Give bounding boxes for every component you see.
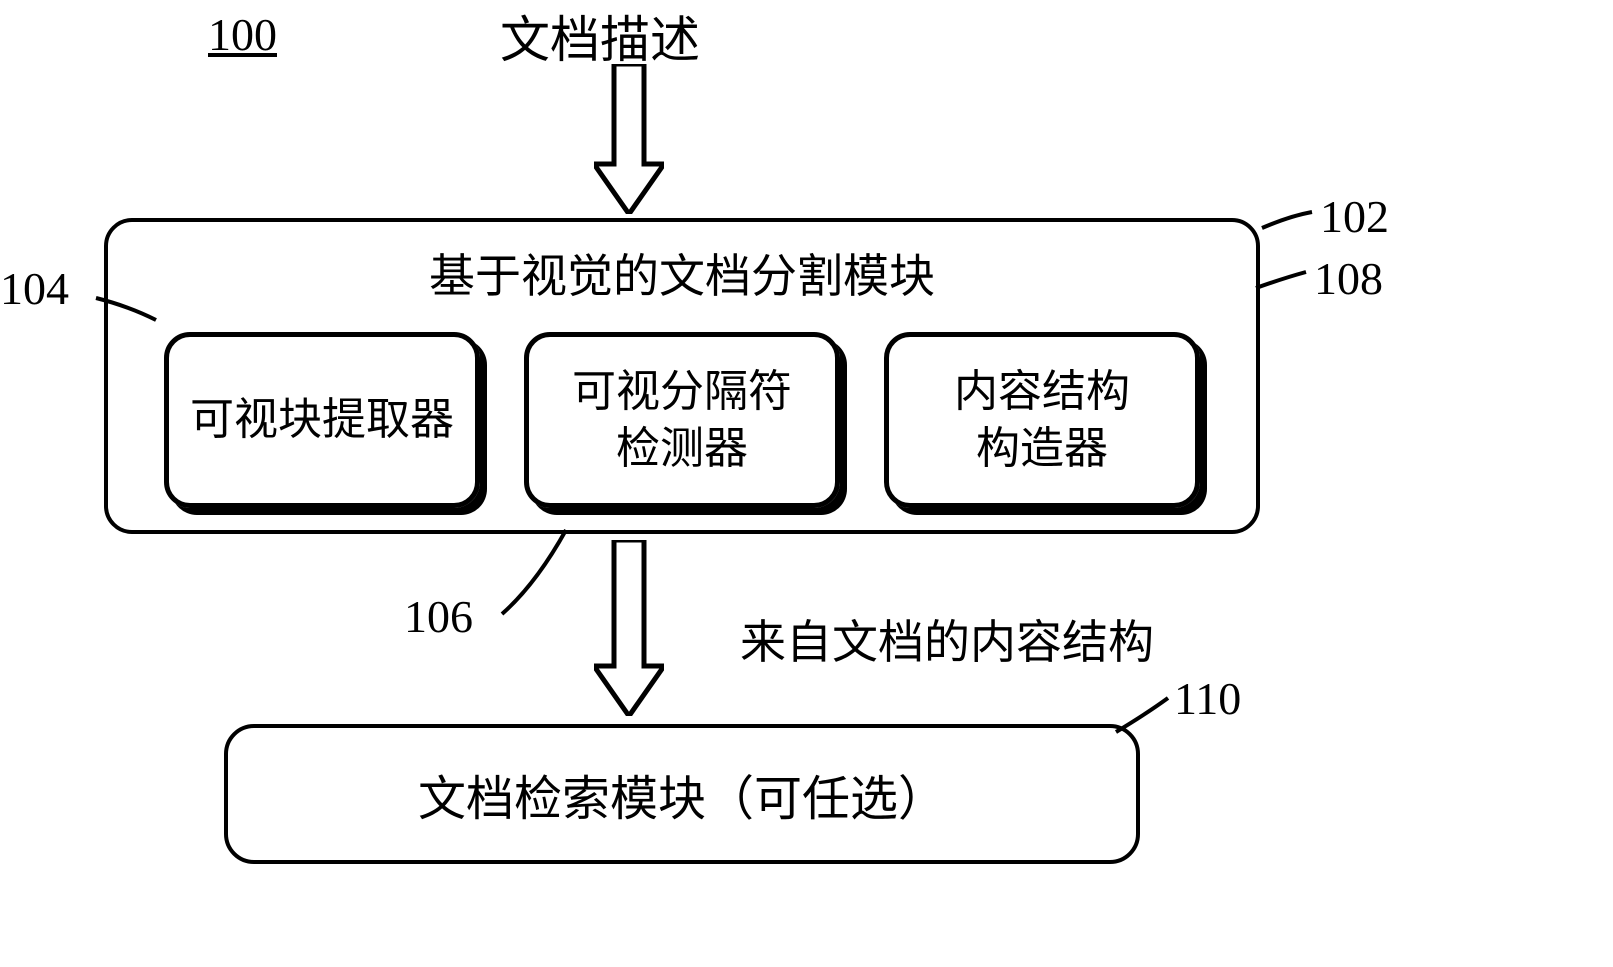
- visual-separator-detector: 可视分隔符 检测器: [524, 332, 840, 508]
- callout-line-106: [496, 524, 572, 618]
- segmentation-module: 基于视觉的文档分割模块 可视块提取器 可视分隔符 检测器 内容结构 构造器: [104, 218, 1260, 534]
- content-structure-builder: 内容结构 构造器: [884, 332, 1200, 508]
- ref-108: 108: [1314, 252, 1383, 305]
- builder-line2: 构造器: [954, 420, 1130, 477]
- detector-line1: 可视分隔符: [572, 363, 792, 420]
- ref-102: 102: [1320, 190, 1389, 243]
- callout-line-104: [92, 290, 162, 324]
- arrow-mid-label: 来自文档的内容结构: [740, 606, 1154, 672]
- retrieval-module-label: 文档检索模块（可任选）: [418, 759, 946, 829]
- builder-line1: 内容结构: [954, 363, 1130, 420]
- callout-line-110: [1112, 694, 1174, 736]
- ref-110: 110: [1174, 672, 1241, 725]
- ref-106: 106: [404, 590, 473, 643]
- inner-modules-row: 可视块提取器 可视分隔符 检测器 内容结构 构造器: [108, 332, 1256, 508]
- visual-block-extractor: 可视块提取器: [164, 332, 480, 508]
- retrieval-module: 文档检索模块（可任选）: [224, 724, 1140, 864]
- detector-line2: 检测器: [572, 420, 792, 477]
- arrow-mid: [594, 540, 664, 716]
- segmentation-module-title: 基于视觉的文档分割模块: [429, 240, 935, 306]
- arrow-top: [594, 64, 664, 214]
- figure-number: 100: [208, 8, 277, 61]
- callout-line-102: [1260, 206, 1320, 236]
- ref-104: 104: [0, 262, 69, 315]
- input-label: 文档描述: [500, 0, 700, 72]
- extractor-line1: 可视块提取器: [190, 391, 454, 448]
- callout-line-108: [1254, 268, 1312, 292]
